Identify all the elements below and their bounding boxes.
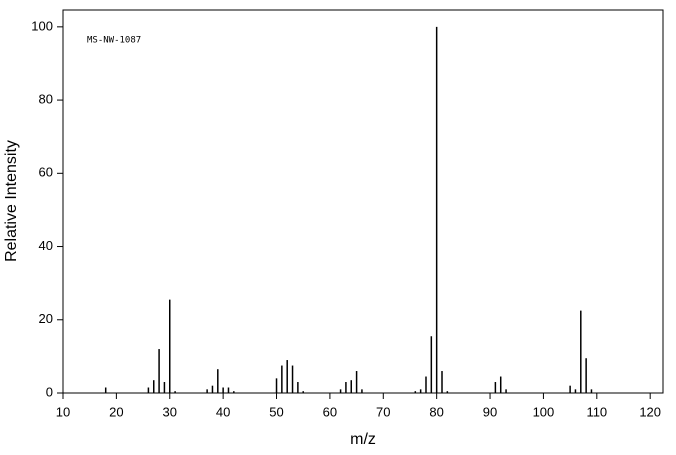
y-tick-label: 0 [46, 384, 53, 399]
x-tick-label: 30 [163, 404, 177, 419]
plot-frame [62, 9, 664, 394]
y-tick-label: 100 [31, 18, 53, 33]
y-tick-label: 60 [39, 165, 53, 180]
y-axis-title: Relative Intensity [3, 140, 20, 262]
x-tick-label: 80 [429, 404, 443, 419]
x-tick-label: 60 [323, 404, 337, 419]
x-tick-label: 40 [216, 404, 230, 419]
x-tick-label: 120 [639, 404, 661, 419]
y-tick-label: 40 [39, 238, 53, 253]
x-tick-label: 70 [376, 404, 390, 419]
y-tick-label: 20 [39, 311, 53, 326]
x-tick-label: 100 [533, 404, 555, 419]
annotation: MS-NW-1087 [87, 36, 141, 46]
y-tick-label: 80 [39, 92, 53, 107]
x-tick-label: 90 [483, 404, 497, 419]
x-tick-label: 20 [109, 404, 123, 419]
x-tick-label: 110 [586, 404, 607, 419]
x-tick-label: 10 [56, 404, 70, 419]
x-axis-title: m/z [350, 431, 376, 448]
x-tick-label: 50 [269, 404, 283, 419]
